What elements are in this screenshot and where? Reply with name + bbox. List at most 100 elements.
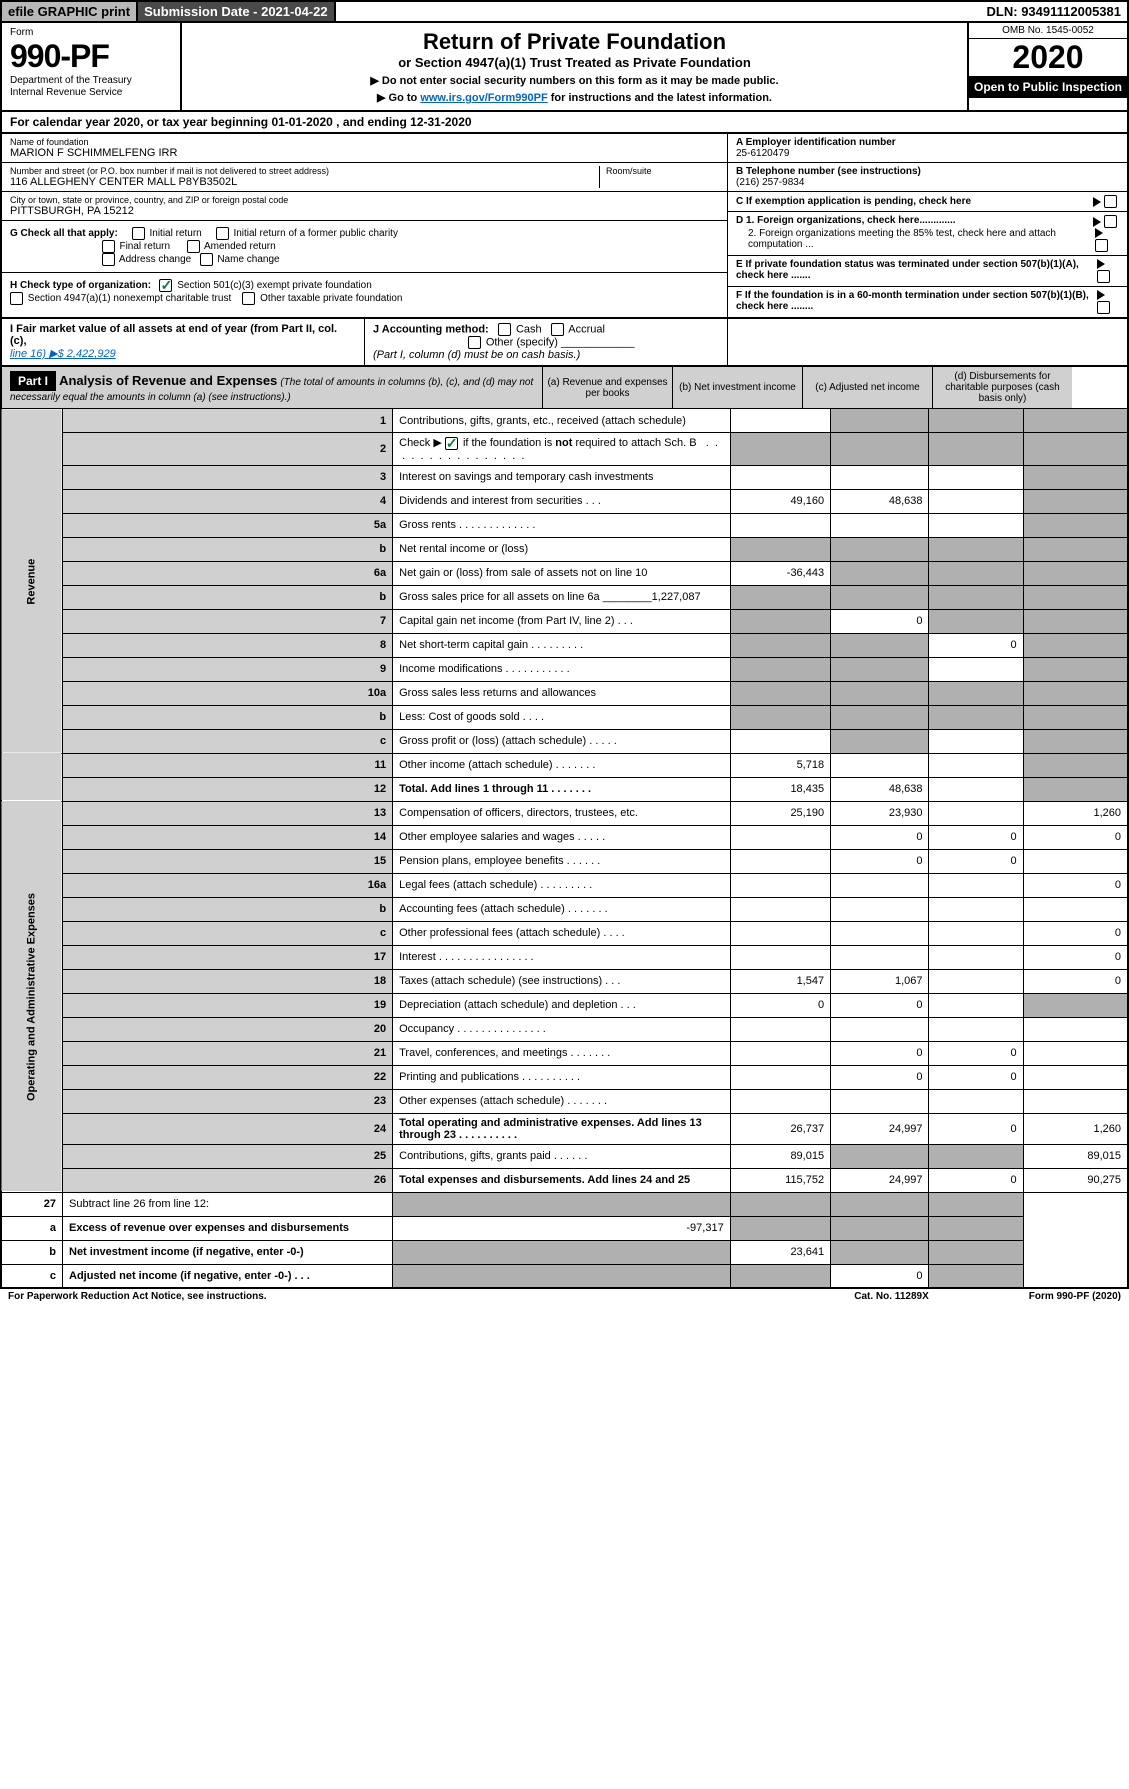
footer-mid: Cat. No. 11289X bbox=[854, 1291, 928, 1302]
table-row: 7Capital gain net income (from Part IV, … bbox=[1, 609, 1128, 633]
line-num: 16a bbox=[63, 873, 393, 897]
line-num: b bbox=[63, 705, 393, 729]
d1-checkbox[interactable] bbox=[1104, 215, 1117, 228]
line-desc: Gross rents . . . . . . . . . . . . . bbox=[393, 513, 731, 537]
f-cell: F If the foundation is in a 60-month ter… bbox=[728, 287, 1127, 317]
h-o2: Section 4947(a)(1) nonexempt charitable … bbox=[28, 293, 231, 304]
revenue-side-cont bbox=[1, 753, 63, 801]
amt-a bbox=[730, 657, 830, 681]
amt-d bbox=[929, 1216, 1023, 1240]
form-header: Form 990-PF Department of the Treasury I… bbox=[0, 23, 1129, 112]
amended-return-checkbox[interactable] bbox=[187, 240, 200, 253]
sch-b-checkbox[interactable] bbox=[445, 437, 458, 450]
line-desc: Interest . . . . . . . . . . . . . . . . bbox=[393, 945, 731, 969]
irs-link[interactable]: www.irs.gov/Form990PF bbox=[420, 92, 547, 104]
page-footer: For Paperwork Reduction Act Notice, see … bbox=[0, 1289, 1129, 1304]
lines-table: Revenue 1Contributions, gifts, grants, e… bbox=[0, 408, 1129, 1289]
instr2-pre: ▶ Go to bbox=[377, 92, 420, 104]
cash-checkbox[interactable] bbox=[498, 323, 511, 336]
other-specify-checkbox[interactable] bbox=[468, 336, 481, 349]
amt-a bbox=[730, 849, 830, 873]
amt-d: 0 bbox=[1023, 873, 1128, 897]
e-checkbox[interactable] bbox=[1097, 270, 1110, 283]
c-label: C If exemption application is pending, c… bbox=[736, 196, 971, 207]
line-num: 5a bbox=[63, 513, 393, 537]
table-row: 25Contributions, gifts, grants paid . . … bbox=[1, 1144, 1128, 1168]
col-d-header: (d) Disbursements for charitable purpose… bbox=[932, 367, 1072, 408]
line-desc: Interest on savings and temporary cash i… bbox=[393, 465, 731, 489]
g-o5: Address change bbox=[119, 254, 191, 265]
amt-c bbox=[929, 489, 1023, 513]
line-desc: Other professional fees (attach schedule… bbox=[393, 921, 731, 945]
amt-d bbox=[1023, 433, 1128, 466]
amt-b bbox=[730, 1192, 830, 1216]
amt-d: 0 bbox=[1023, 945, 1128, 969]
amt-a bbox=[730, 729, 830, 753]
amt-b bbox=[831, 1144, 929, 1168]
c-checkbox[interactable] bbox=[1104, 195, 1117, 208]
amt-d bbox=[1023, 1041, 1128, 1065]
final-return-checkbox[interactable] bbox=[102, 240, 115, 253]
address-cell: Number and street (or P.O. box number if… bbox=[2, 163, 727, 192]
part1-header: Part I Analysis of Revenue and Expenses … bbox=[0, 367, 1129, 408]
info-left: Name of foundation MARION F SCHIMMELFENG… bbox=[2, 134, 727, 317]
amt-d bbox=[1023, 729, 1128, 753]
4947-checkbox[interactable] bbox=[10, 292, 23, 305]
line-num: 13 bbox=[63, 801, 393, 825]
amt-d bbox=[1023, 1017, 1128, 1041]
amt-c bbox=[831, 1192, 929, 1216]
initial-return-checkbox[interactable] bbox=[132, 227, 145, 240]
amt-b: 0 bbox=[831, 849, 929, 873]
line-desc: Net short-term capital gain . . . . . . … bbox=[393, 633, 731, 657]
accrual-checkbox[interactable] bbox=[551, 323, 564, 336]
amt-c: 0 bbox=[929, 825, 1023, 849]
line-num: 25 bbox=[63, 1144, 393, 1168]
initial-former-checkbox[interactable] bbox=[216, 227, 229, 240]
table-row: 24Total operating and administrative exp… bbox=[1, 1113, 1128, 1144]
line-desc: Occupancy . . . . . . . . . . . . . . . bbox=[393, 1017, 731, 1041]
other-taxable-checkbox[interactable] bbox=[242, 292, 255, 305]
ij-right-spacer bbox=[727, 319, 1127, 365]
table-row: bLess: Cost of goods sold . . . . bbox=[1, 705, 1128, 729]
amt-b bbox=[831, 897, 929, 921]
amt-b bbox=[831, 945, 929, 969]
line-num: 27 bbox=[1, 1192, 63, 1216]
amt-c bbox=[929, 705, 1023, 729]
line-desc: Total expenses and disbursements. Add li… bbox=[393, 1168, 731, 1192]
501c3-checkbox[interactable] bbox=[159, 279, 172, 292]
amt-a bbox=[730, 1041, 830, 1065]
line-desc: Legal fees (attach schedule) . . . . . .… bbox=[393, 873, 731, 897]
g-o3: Final return bbox=[119, 241, 170, 252]
amt-c bbox=[929, 729, 1023, 753]
efile-print-button[interactable]: efile GRAPHIC print bbox=[2, 2, 138, 21]
amt-d bbox=[1023, 897, 1128, 921]
g-o2: Initial return of a former public charit… bbox=[233, 228, 398, 239]
j-cash: Cash bbox=[516, 323, 542, 335]
name-change-checkbox[interactable] bbox=[200, 253, 213, 266]
line-desc: Total operating and administrative expen… bbox=[393, 1113, 731, 1144]
address-change-checkbox[interactable] bbox=[102, 253, 115, 266]
col-b-header: (b) Net investment income bbox=[672, 367, 802, 408]
amt-a bbox=[730, 585, 830, 609]
table-row: cGross profit or (loss) (attach schedule… bbox=[1, 729, 1128, 753]
ein-cell: A Employer identification number 25-6120… bbox=[728, 134, 1127, 163]
amt-d bbox=[1023, 657, 1128, 681]
line-desc: Depreciation (attach schedule) and deple… bbox=[393, 993, 731, 1017]
i-cell: I Fair market value of all assets at end… bbox=[2, 319, 365, 365]
d2-checkbox[interactable] bbox=[1095, 239, 1108, 252]
f-checkbox[interactable] bbox=[1097, 301, 1110, 314]
part1-title-cell: Part I Analysis of Revenue and Expenses … bbox=[2, 367, 542, 408]
col-c-header: (c) Adjusted net income bbox=[802, 367, 932, 408]
amt-b: 0 bbox=[831, 609, 929, 633]
phone-cell: B Telephone number (see instructions) (2… bbox=[728, 163, 1127, 192]
amt-d bbox=[1023, 513, 1128, 537]
amt-b: 0 bbox=[831, 1041, 929, 1065]
line-desc: Gross sales price for all assets on line… bbox=[393, 585, 731, 609]
amt-a bbox=[393, 1192, 731, 1216]
amt-b bbox=[730, 1216, 830, 1240]
form-number: 990-PF bbox=[10, 38, 172, 75]
line-desc: Less: Cost of goods sold . . . . bbox=[393, 705, 731, 729]
amt-b: 48,638 bbox=[831, 489, 929, 513]
amt-a: 0 bbox=[730, 993, 830, 1017]
line-desc: Gross profit or (loss) (attach schedule)… bbox=[393, 729, 731, 753]
